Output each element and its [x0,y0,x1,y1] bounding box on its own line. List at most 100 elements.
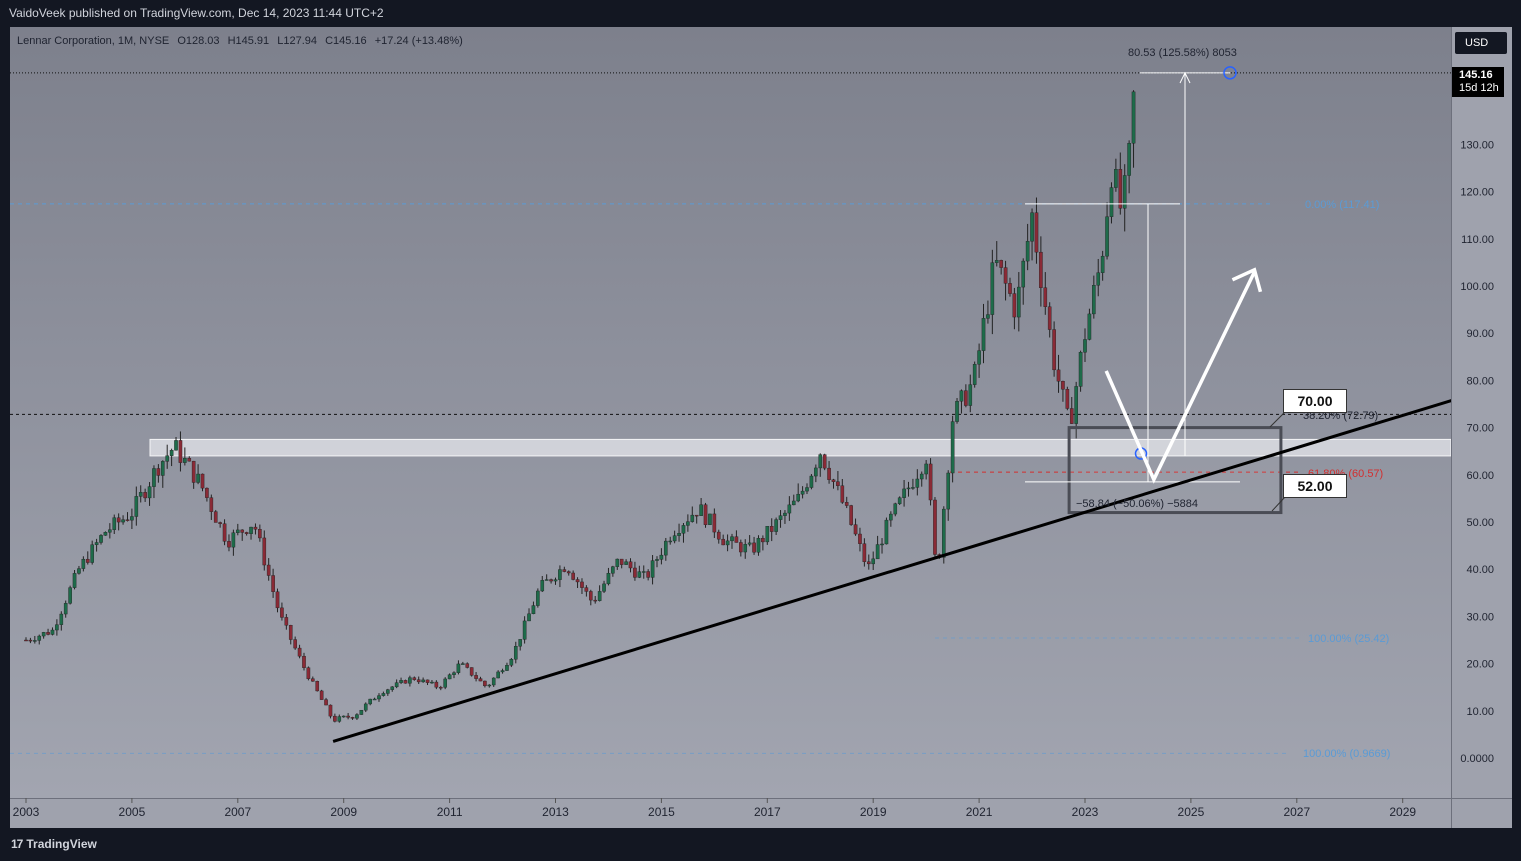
candle-body [814,467,818,477]
candle-body [849,505,853,525]
time-tick: 2009 [330,805,357,819]
candle-body [160,461,165,476]
price-tick: 0.0000 [1460,753,1494,765]
candle-body [509,659,514,666]
candle-body [968,384,973,406]
candle-body [805,487,809,492]
candle-body [156,468,161,476]
candle-body [231,532,236,548]
time-tick: 2013 [542,805,569,819]
candle-body [165,455,170,462]
currency-button[interactable]: USD [1455,32,1507,54]
candle-body [756,538,761,553]
candle-body [518,639,522,647]
candle-body [611,566,615,574]
tradingview-brand: TradingView [26,837,97,851]
candle-body [906,487,911,490]
candle-body [716,531,721,540]
footer-bar: 17 TradingView [0,827,1521,861]
candle-body [350,717,355,719]
candle-body [90,544,94,563]
candle-body [955,400,959,422]
candle-body [275,591,280,609]
candle-body [871,558,875,565]
candle-body [213,511,218,523]
candle-body [1100,255,1105,273]
candle-body [319,690,324,700]
candle-body [403,680,408,684]
chart-pane[interactable] [10,27,1451,798]
candle-body [959,390,964,402]
candle-body [438,686,443,689]
candle-body [452,672,456,675]
candle-body [143,492,147,499]
box-top-label: 70.00 [1283,389,1347,413]
candle-body [37,635,42,641]
target-box [1067,426,1283,515]
fib-100b-label: 100.00% (0.9669) [1303,748,1390,760]
price-axis[interactable] [1451,27,1512,798]
candle-body [408,677,412,684]
box-bottom-connector [1271,496,1286,512]
time-tick: 2007 [224,805,251,819]
candle-body [1127,143,1131,176]
candle-body [205,487,209,498]
bar-countdown: 15d 12h [1459,82,1499,94]
price-tick: 10.00 [1466,706,1494,718]
candle-body [787,504,792,514]
candle-body [311,678,315,682]
candle-body [1030,212,1034,242]
candle-body [496,671,500,679]
price-tick: 80.00 [1466,375,1494,387]
candle-body [46,632,50,635]
candle-body [650,560,655,578]
price-tick: 90.00 [1466,328,1494,340]
candle-body [659,554,664,560]
price-tick: 70.00 [1466,423,1494,435]
candle-body [942,508,946,558]
candle-body [355,714,359,719]
candle-body [483,680,487,687]
tradingview-logo[interactable]: 17 TradingView [11,827,97,861]
candle-body [531,605,536,615]
candle-body [103,532,108,536]
candle-body [1056,369,1061,382]
candle-body [1065,389,1070,409]
candle-body [527,613,531,622]
candle-body [271,575,275,592]
candle-body [209,497,214,512]
candle-body [734,536,739,543]
candle-body [1017,286,1021,318]
candle-body [218,522,222,524]
candle-body [972,364,977,385]
box-top-connector [1269,411,1286,428]
candle-body [306,667,311,679]
projection-arrowhead [1231,267,1263,293]
last-price-label: 145.16 15d 12h [1452,67,1504,97]
candle-body [769,526,774,532]
candle-body [99,535,103,543]
measure-down-label: −58.84 (−50.06%) −5884 [1076,498,1198,510]
candle-body [584,587,589,592]
candle-body [924,463,928,475]
time-tick: 2015 [648,805,675,819]
candle-body [1061,380,1065,390]
candle-body [478,678,483,682]
candle-body [328,704,333,717]
candle-body [443,678,447,688]
candle-body [280,607,284,618]
candle-body [853,524,858,535]
candle-body [796,493,800,502]
time-axis[interactable] [10,798,1451,828]
candle-body [130,516,134,521]
candle-body [1034,212,1039,253]
candle-body [589,591,593,601]
candle-body [858,533,862,544]
candle-body [28,639,33,642]
candle-body [624,561,628,565]
legend-low: L127.94 [277,35,317,47]
candle-body [227,541,231,548]
candle-body [500,670,505,673]
candle-body [1114,169,1118,188]
candle-body [544,579,549,581]
